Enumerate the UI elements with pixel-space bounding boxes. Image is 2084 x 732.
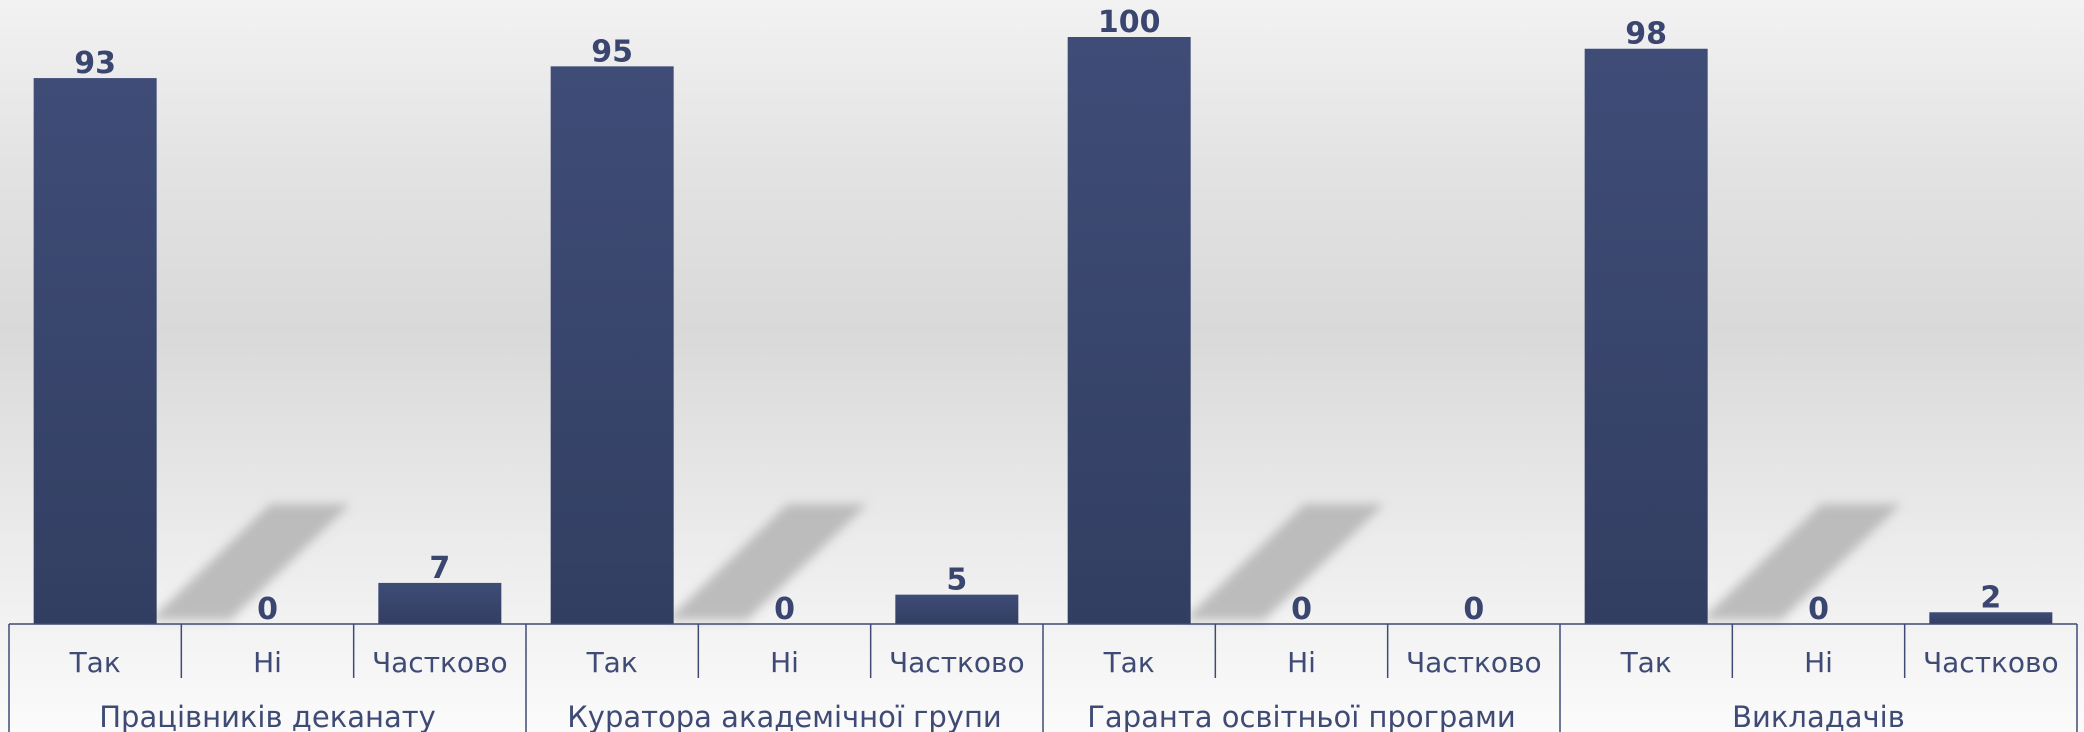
bar-3-2 [1929,612,2053,624]
category-label: Так [1103,646,1155,679]
category-label: Так [586,646,638,679]
bar-0-2 [378,582,502,624]
category-label: Ні [1804,646,1833,679]
bar-1-2 [895,594,1019,624]
bar-3-0 [1584,48,1708,625]
value-label: 95 [591,34,633,69]
bar-2-0 [1067,37,1191,624]
category-label: Частково [1406,646,1542,679]
bars [33,37,2053,625]
group-label: Викладачів [1732,700,1905,732]
value-label: 2 [1980,580,2001,615]
value-label: 100 [1098,5,1161,40]
value-label: 0 [1463,592,1484,627]
value-label: 93 [74,46,116,81]
value-label: 7 [429,551,450,586]
group-label: Працівників деканату [99,700,436,732]
value-label: 0 [1808,592,1829,627]
category-label: Частково [889,646,1025,679]
bar-shadow [1701,504,1902,620]
category-label: Ні [770,646,799,679]
bar-shadow [667,504,868,620]
value-label: 0 [257,592,278,627]
group-label: Куратора академічної групи [567,700,1002,732]
category-label: Ні [1287,646,1316,679]
category-label: Ні [253,646,282,679]
category-label: Так [1620,646,1672,679]
bar-0-0 [33,78,157,625]
bar-shadow [150,504,351,620]
category-label: Частково [372,646,508,679]
bar-1-0 [550,66,674,625]
value-label: 98 [1625,17,1667,52]
value-label: 0 [774,592,795,627]
bar-shadows [150,504,1902,620]
bar-shadow [1184,504,1385,620]
value-label: 0 [1291,592,1312,627]
category-axis: Так Ні Частково Працівників деканату Так Ні Ча… [8,623,2078,732]
category-label: Частково [1923,646,2059,679]
value-label: 5 [946,563,967,598]
category-label: Так [69,646,121,679]
group-label: Гаранта освітньої програми [1087,700,1516,732]
value-labels: 93 0 7 95 0 5 100 0 0 98 0 2 [74,5,2001,627]
